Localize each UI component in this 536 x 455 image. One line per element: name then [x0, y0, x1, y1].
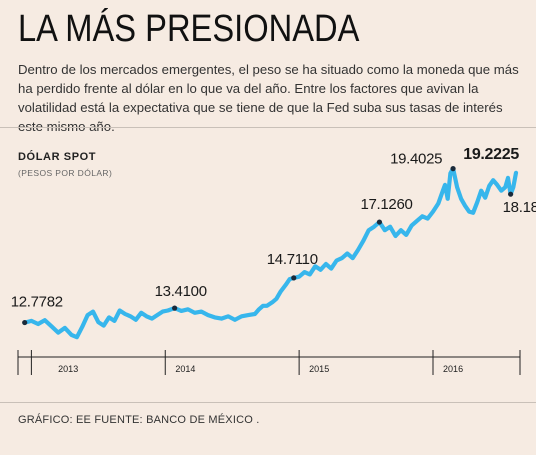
x-tick-label: 2014	[175, 364, 195, 374]
x-tick-label: 2016	[443, 364, 463, 374]
annotation-label: 19.2225	[463, 146, 519, 163]
page-title: LA MÁS PRESIONADA	[18, 8, 360, 50]
annotation-label: 14.7110	[267, 251, 318, 268]
series-line-dolar-spot	[22, 166, 519, 340]
annotation-marker	[172, 305, 178, 311]
annotation-label: 17.1260	[360, 196, 412, 213]
bottom-divider	[0, 402, 536, 403]
annotation-label: 12.7782	[11, 294, 63, 311]
annotation-marker	[450, 166, 456, 172]
x-tick-label: 2015	[309, 364, 329, 374]
top-divider	[0, 127, 536, 128]
intro-paragraph: Dentro de los mercados emergentes, el pe…	[18, 62, 519, 134]
source-credit: GRÁFICO: EE FUENTE: BANCO DE MÉXICO .	[18, 414, 260, 426]
chart-title: DÓLAR SPOT	[18, 150, 96, 163]
annotation-marker	[376, 219, 383, 225]
dolar-spot-line-chart: DÓLAR SPOT (PESOS POR DÓLAR) 2013 2014 201…	[11, 146, 536, 375]
annotation-marker	[291, 275, 297, 281]
annotation-label: 13.4100	[155, 283, 207, 300]
annotation-label: 18.1890	[503, 199, 536, 216]
annotation-marker	[22, 319, 28, 326]
chart-subtitle: (PESOS POR DÓLAR)	[18, 168, 112, 178]
annotation-label: 19.4025	[390, 151, 442, 168]
annotation-marker	[508, 191, 514, 197]
x-tick-label: 2013	[58, 364, 78, 374]
